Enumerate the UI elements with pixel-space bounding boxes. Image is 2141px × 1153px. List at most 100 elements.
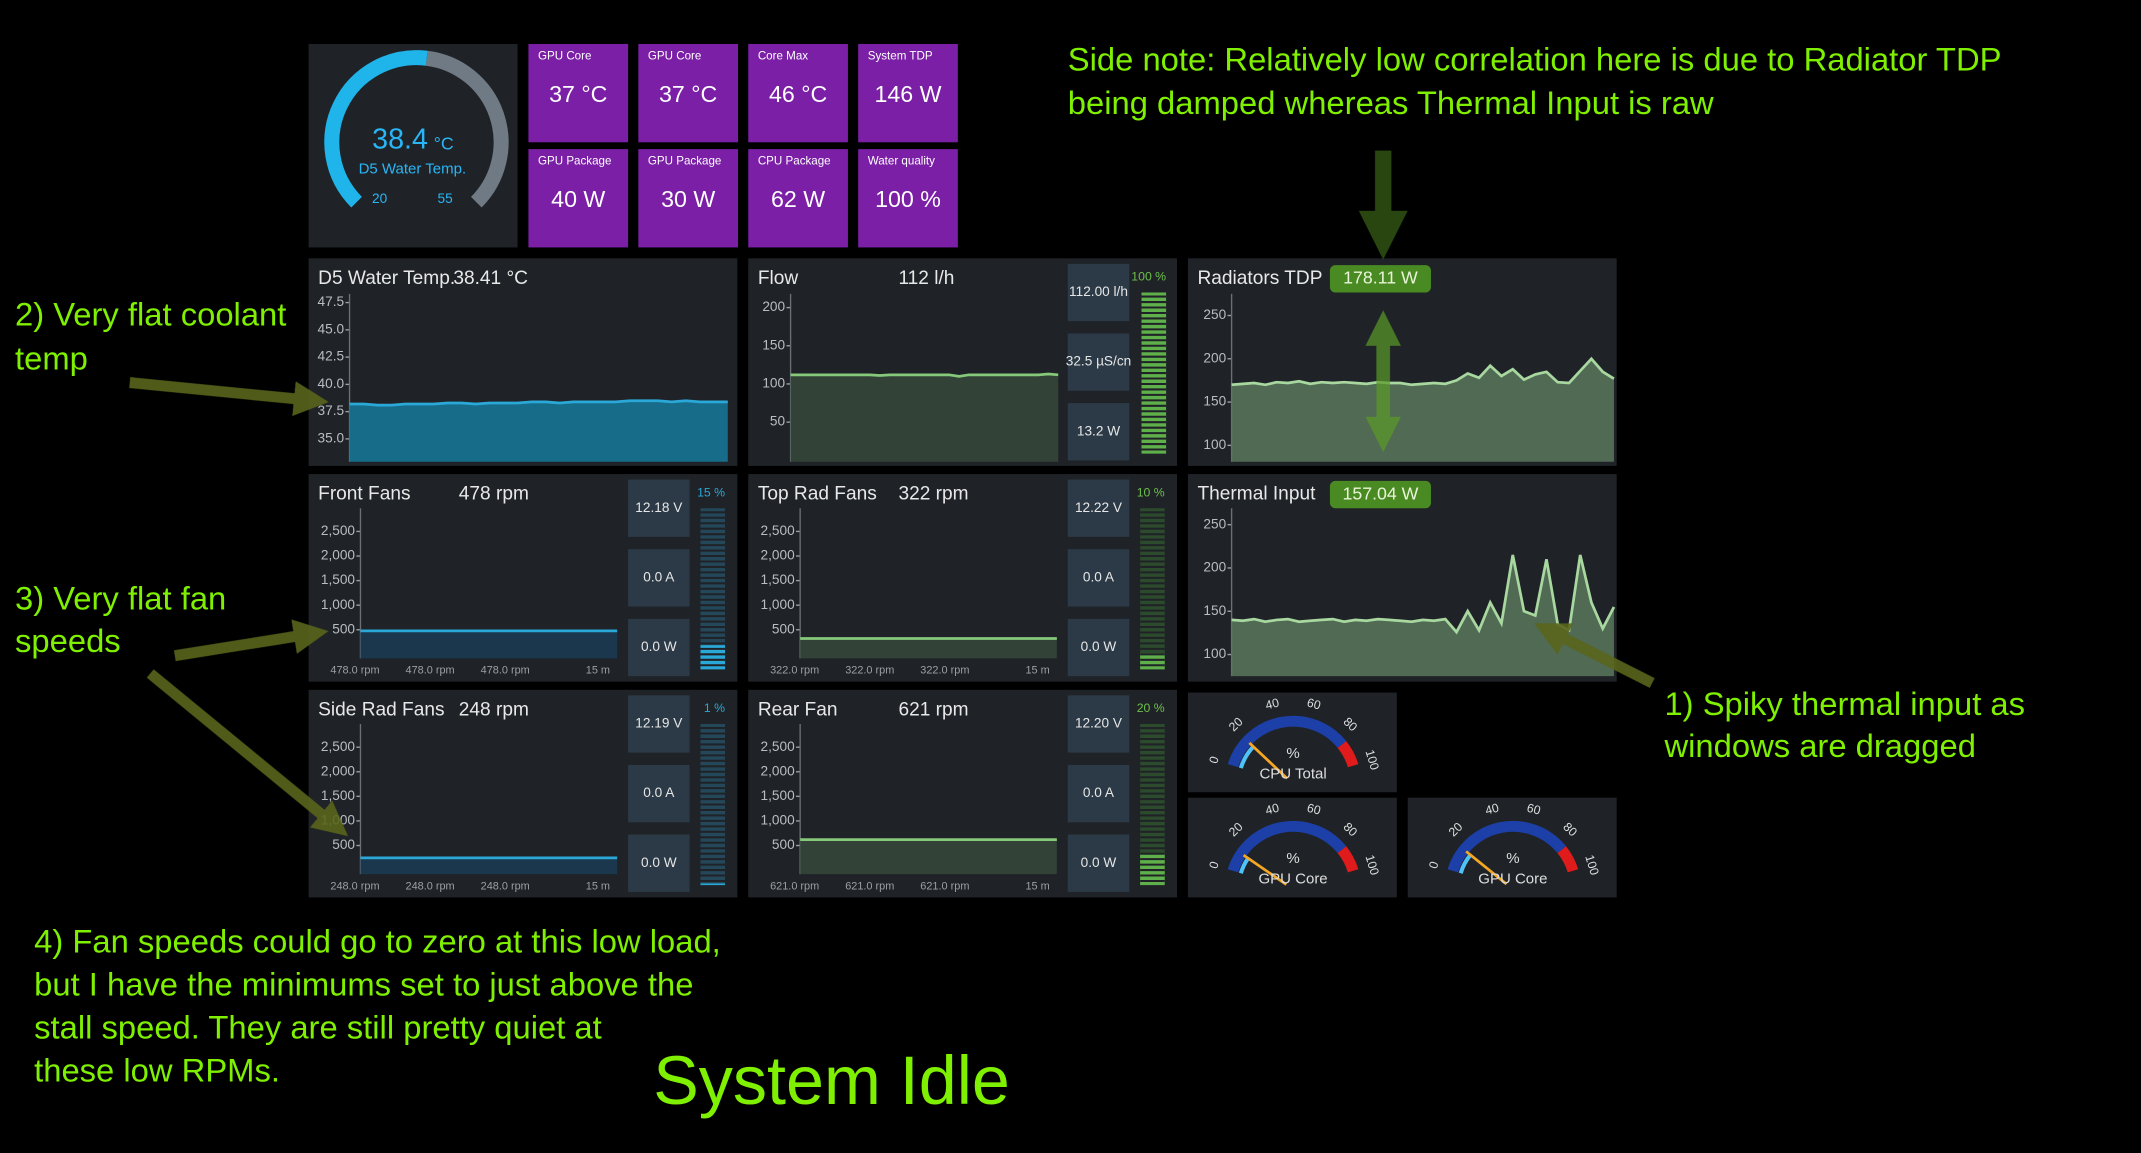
annotation-text: Side note: Relatively low correlation he… — [1068, 40, 2002, 77]
y-tick-label: 1,000 — [321, 597, 356, 612]
side-box — [628, 479, 690, 537]
dial-arc — [1227, 820, 1347, 873]
y-tick-label: 50 — [770, 414, 786, 429]
gauge-track — [425, 50, 509, 208]
panel-title: Top Rad Fans — [758, 484, 877, 505]
gauge-value-arc — [324, 50, 428, 208]
stat-tile — [528, 43, 629, 143]
arrow — [173, 619, 329, 662]
panel-title: D5 Water Temp. — [318, 268, 455, 289]
panel-title: Radiators TDP — [1197, 268, 1322, 289]
gauge-min: 20 — [372, 191, 388, 206]
annotation-text: 1) Spiky thermal input as — [1664, 685, 2025, 722]
meter-label: 20 % — [1137, 701, 1165, 715]
dial-panel — [1187, 692, 1397, 793]
area-fill — [360, 630, 618, 659]
dial-label: GPU Core — [1478, 871, 1547, 888]
tile-label: GPU Package — [538, 154, 611, 167]
y-tick-label: 500 — [772, 621, 795, 636]
dial-tick-label: 40 — [1264, 801, 1281, 818]
gauge-unit: °C — [434, 134, 454, 154]
side-value: 0.0 W — [641, 639, 677, 654]
arrows — [129, 150, 1655, 837]
footer-stat: 15 m — [1025, 665, 1049, 677]
area-fill — [800, 638, 1057, 659]
dial-label: GPU Core — [1258, 871, 1327, 888]
series-line — [1231, 554, 1616, 635]
dial-warn-arc — [1337, 846, 1359, 873]
y-tick-label: 200 — [1203, 350, 1226, 365]
tile-value: 37 °C — [549, 81, 607, 107]
gauge-max: 55 — [438, 191, 454, 206]
y-tick-label: 500 — [332, 621, 355, 636]
y-tick-label: 40.0 — [318, 376, 345, 391]
side-value: 0.0 W — [1081, 639, 1117, 654]
side-value: 12.22 V — [1075, 500, 1123, 515]
meter-label: 10 % — [1137, 485, 1165, 499]
footer-stat: 322.0 rpm — [770, 665, 819, 677]
dial-label: CPU Total — [1259, 765, 1326, 782]
annotation-text: these low RPMs. — [34, 1051, 280, 1088]
annotations: Side note: Relatively low correlation he… — [15, 40, 2025, 1118]
reading-badge — [1329, 480, 1431, 509]
arrow — [1534, 623, 1655, 688]
dial-tick-label: 0 — [1206, 754, 1221, 765]
side-value: 12.19 V — [635, 716, 683, 731]
arrow — [146, 669, 349, 837]
panel-reading: 157.04 W — [1342, 483, 1418, 503]
footer-stat: 621.0 rpm — [920, 880, 969, 892]
side-box — [628, 549, 690, 607]
footer-stat: 322.0 rpm — [845, 665, 894, 677]
ui: 38.4 °C D5 Water Temp. 20 55 GPU Core 37 °C GPU… — [308, 43, 1617, 898]
side-value: 0.0 A — [643, 785, 675, 800]
side-value: 13.2 W — [1077, 423, 1120, 438]
y-tick-label: 250 — [1203, 516, 1226, 531]
side-value: 12.20 V — [1075, 716, 1123, 731]
meter-label: 1 % — [704, 701, 725, 715]
side-value: 0.0 A — [1083, 569, 1115, 584]
footer-stat: 478.0 rpm — [481, 665, 530, 677]
footer-stat: 248.0 rpm — [330, 880, 379, 892]
side-box — [628, 834, 690, 892]
dial-arc — [1227, 715, 1347, 768]
y-tick-label: 45.0 — [318, 321, 345, 336]
y-tick-label: 2,000 — [761, 763, 796, 778]
y-tick-label: 2,500 — [321, 739, 356, 754]
caption: System Idle — [653, 1043, 1010, 1119]
side-box — [1067, 403, 1130, 461]
panel-reading: 178.11 W — [1343, 268, 1418, 288]
dial-tick-label: 60 — [1306, 696, 1323, 713]
dial-arc — [1447, 820, 1567, 873]
gauge-panel — [308, 43, 518, 248]
footer-stat: 322.0 rpm — [920, 665, 969, 677]
side-box — [1067, 618, 1130, 677]
dial-tick-label: 60 — [1306, 801, 1323, 818]
stat-tile — [858, 149, 958, 248]
y-tick-label: 2,000 — [321, 548, 356, 563]
area-fill — [360, 857, 618, 875]
dial-unit: % — [1286, 850, 1299, 867]
panel-reading: 248 rpm — [459, 699, 529, 720]
y-tick-label: 2,000 — [321, 763, 356, 778]
side-box — [628, 764, 690, 823]
tile-label: Water quality — [868, 154, 935, 167]
side-box — [628, 618, 690, 677]
footer-stat: 15 m — [586, 665, 610, 677]
dial-tick-label: 0 — [1426, 860, 1441, 871]
tile-value: 30 W — [661, 186, 715, 212]
annotation-text: but I have the minimums set to just abov… — [34, 965, 693, 1002]
y-tick-label: 35.0 — [318, 431, 345, 446]
side-value: 112.00 l/h — [1069, 284, 1128, 299]
meter-level — [700, 883, 726, 886]
series-line — [790, 372, 1059, 378]
y-tick-label: 37.5 — [318, 403, 345, 418]
stat-tile — [858, 43, 958, 143]
side-box — [1067, 263, 1130, 322]
y-tick-label: 100 — [1203, 437, 1226, 452]
panel-title: Rear Fan — [758, 699, 838, 720]
y-tick-label: 1,000 — [761, 597, 796, 612]
y-tick-label: 1,500 — [321, 788, 356, 803]
dial-unit: % — [1286, 745, 1299, 762]
dial-unit: % — [1506, 850, 1519, 867]
stat-tile — [638, 149, 739, 248]
